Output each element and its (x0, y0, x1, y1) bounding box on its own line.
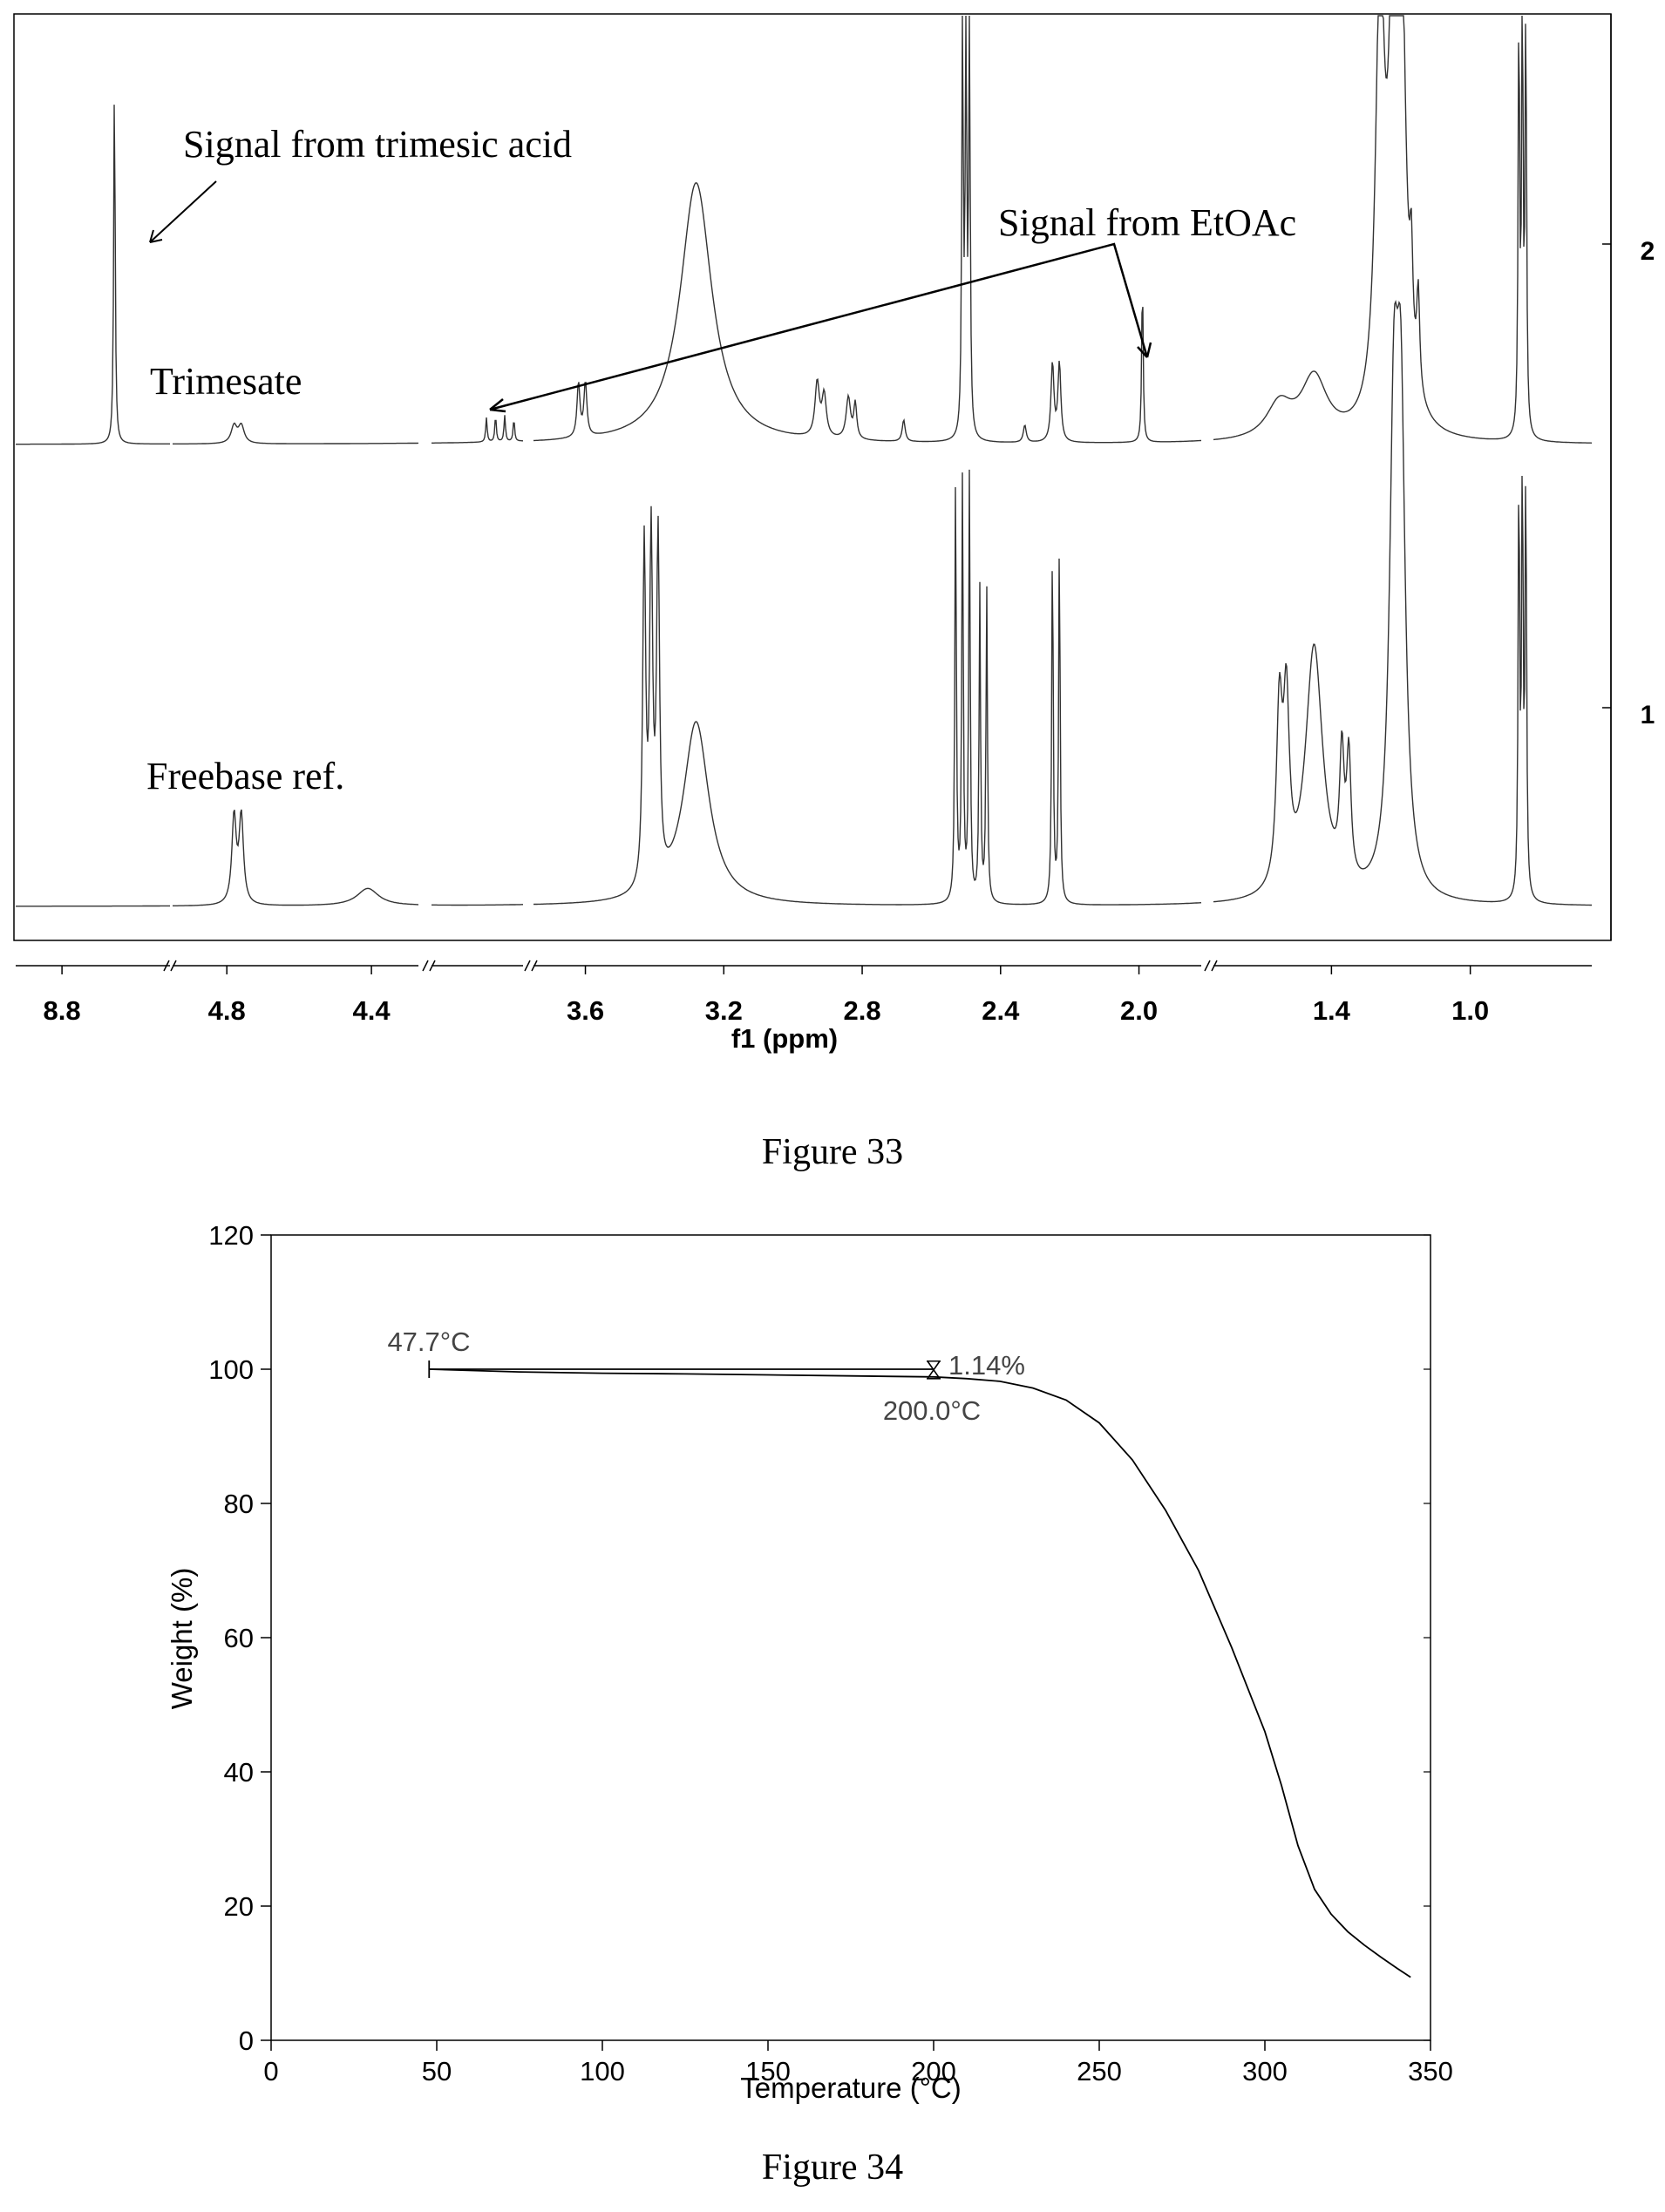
nmr-x-tick-label: 1.4 (1313, 995, 1351, 1026)
nmr-trace-segment (533, 469, 1202, 906)
figure-34-caption: Figure 34 (762, 2148, 903, 2188)
nmr-trace-segment (432, 904, 523, 906)
nmr-x-tick-label: 8.8 (44, 995, 81, 1026)
nmr-axis-break (524, 960, 538, 972)
tga-weight-curve (429, 1368, 1411, 1978)
trimesic-arrowhead (149, 229, 163, 243)
etoac-arrow (489, 242, 1149, 411)
nmr-trace-segment (1213, 15, 1593, 444)
tga-y-tick-label: 120 (208, 1220, 254, 1251)
nmr-trace-segment (533, 15, 1202, 444)
nmr-trace-segment (173, 422, 418, 444)
tga-x-tick-label: 0 (263, 2056, 278, 2086)
nmr-x-tick-label: 4.4 (353, 995, 391, 1026)
nmr-axis-break (163, 960, 177, 972)
tga-x-tick-label: 100 (580, 2056, 625, 2086)
end-temp-annotation: 200.0°C (883, 1395, 981, 1426)
nmr-axis-break (1204, 960, 1218, 972)
nmr-trace-segment (432, 415, 523, 444)
tga-x-tick-label: 250 (1077, 2056, 1122, 2086)
freebase-label: Freebase ref. (146, 755, 344, 797)
tga-x-tick-label: 150 (745, 2056, 791, 2086)
tga-y-tick-label: 40 (224, 1757, 254, 1788)
tga-end-marker (927, 1360, 941, 1380)
nmr-trace-segment (1213, 299, 1592, 906)
nmr-x-tick-label: 2.0 (1120, 995, 1158, 1026)
figure-33-caption: Figure 33 (762, 1132, 903, 1172)
nmr-x-tick-label: 3.6 (567, 995, 604, 1026)
nmr-x-tick-label: 2.4 (982, 995, 1020, 1026)
tga-y-tick-label: 60 (224, 1623, 254, 1653)
tga-x-tick-label: 50 (422, 2056, 452, 2086)
trimesate-trace (16, 15, 1593, 445)
trimesate-label: Trimesate (150, 360, 302, 403)
tga-x-tick-label: 200 (911, 2056, 956, 2086)
tga-x-tick-label: 300 (1242, 2056, 1288, 2086)
tga-axes: 0 50 100 150 200 250 300 350 0 20 40 60 80 100 120 (208, 1220, 1453, 2086)
tga-y-label: Weight (%) (166, 1568, 198, 1710)
tga-y-tick-label: 80 (224, 1489, 254, 1519)
nmr-trace-segment (16, 105, 170, 445)
tga-y-tick-label: 100 (208, 1354, 254, 1385)
tga-x-label: Temperature (°C) (740, 2072, 961, 2104)
nmr-axis-break (422, 960, 436, 972)
trace-label-2: 2 (1641, 237, 1655, 266)
nmr-x-tick-label: 1.0 (1451, 995, 1489, 1026)
weight-loss-annotation: 1.14% (948, 1350, 1025, 1381)
tga-chart: 0 50 100 150 200 250 300 350 0 20 40 60 80 100 120 47.… (166, 1220, 1453, 2188)
trimesic-arrow (149, 180, 217, 243)
nmr-x-tick-label: 2.8 (843, 995, 880, 1026)
tga-y-tick-label: 20 (224, 1891, 254, 1922)
tga-x-tick-label: 350 (1408, 2056, 1453, 2086)
tga-markers (428, 1360, 941, 1380)
freebase-trace (16, 299, 1592, 907)
nmr-x-tick-label: 4.8 (208, 995, 246, 1026)
nmr-trace-segment (173, 809, 418, 906)
nmr-x-tick-label: 3.2 (705, 995, 743, 1026)
nmr-chart: 2 1 Signal from trimesic acid Signal fro… (13, 13, 1655, 1172)
trace-label-1: 1 (1641, 701, 1655, 729)
trimesic-acid-label: Signal from trimesic acid (183, 123, 572, 166)
nmr-x-axis: 8.8 4.8 4.4 3.6 3.2 2.8 2.4 2.0 1.4 1.0 (16, 960, 1592, 1026)
etoac-arrowhead-left (489, 398, 506, 413)
tga-y-tick-label: 0 (239, 2025, 254, 2056)
etoac-label: Signal from EtOAc (998, 201, 1296, 244)
etoac-arrowhead-right (1137, 342, 1152, 358)
nmr-x-label: f1 (ppm) (731, 1023, 838, 1054)
start-temp-annotation: 47.7°C (387, 1327, 470, 1357)
